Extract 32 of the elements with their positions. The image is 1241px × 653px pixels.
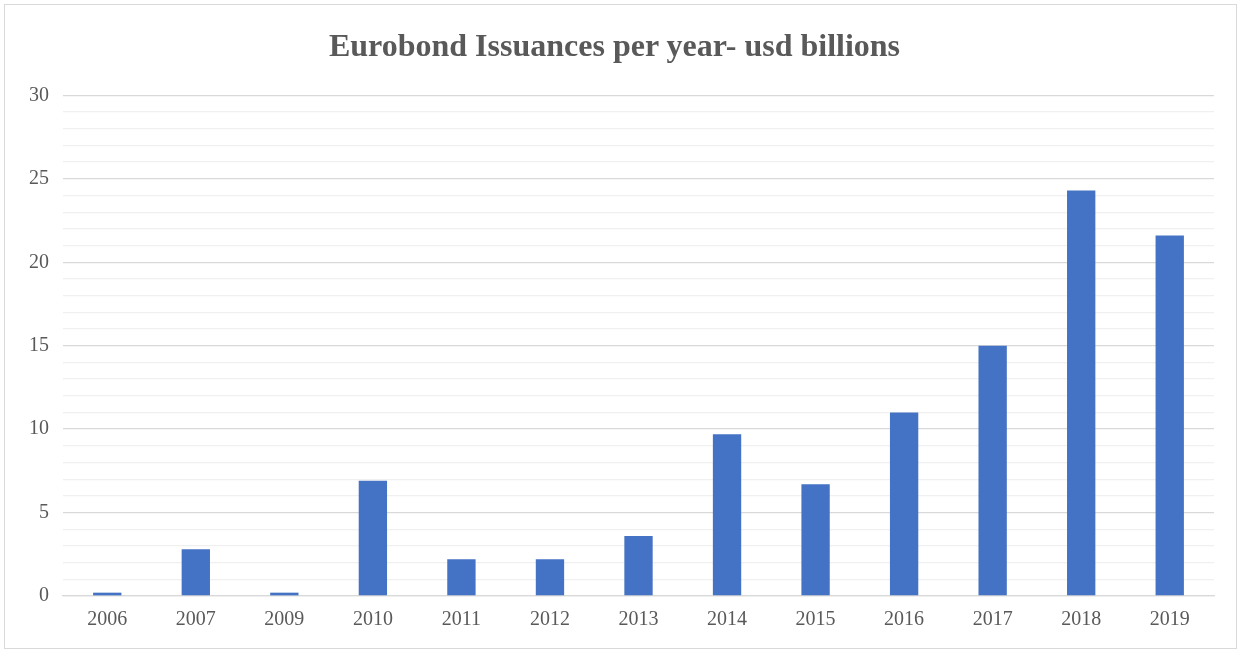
chart-title: Eurobond Issuances per year- usd billions	[328, 27, 901, 64]
x-tick-label: 2007	[175, 607, 216, 630]
x-tick-label: 2019	[1149, 607, 1190, 630]
x-tick-label: 2018	[1061, 607, 1102, 630]
bar	[447, 559, 476, 596]
bar	[978, 345, 1007, 596]
x-tick-label: 2011	[441, 607, 482, 630]
bar	[535, 559, 565, 596]
bar	[1067, 190, 1096, 596]
x-tick-label: 2010	[352, 607, 393, 630]
x-tick-label: 2012	[529, 607, 570, 630]
y-tick-label: 5	[39, 499, 49, 522]
x-tick-label: 2006	[87, 607, 128, 630]
x-tick-label: 2015	[795, 607, 836, 630]
y-tick-label: 15	[29, 332, 49, 355]
bar	[712, 434, 742, 596]
bar	[181, 549, 210, 596]
y-tick-label: 25	[29, 166, 49, 189]
x-tick-label: 2013	[618, 607, 659, 630]
x-tick-label: 2017	[972, 607, 1013, 630]
x-tick-label: 2009	[264, 607, 305, 630]
bar	[358, 480, 388, 596]
bar	[801, 484, 830, 596]
bar	[889, 412, 919, 596]
y-tick-label: 30	[29, 82, 49, 105]
y-tick-label: 10	[29, 416, 49, 439]
y-tick-label: 20	[29, 249, 49, 272]
x-tick-label: 2016	[884, 607, 925, 630]
x-tick-label: 2014	[707, 607, 748, 630]
bar	[624, 535, 653, 596]
y-tick-label: 0	[39, 583, 49, 606]
bar	[1155, 235, 1184, 596]
